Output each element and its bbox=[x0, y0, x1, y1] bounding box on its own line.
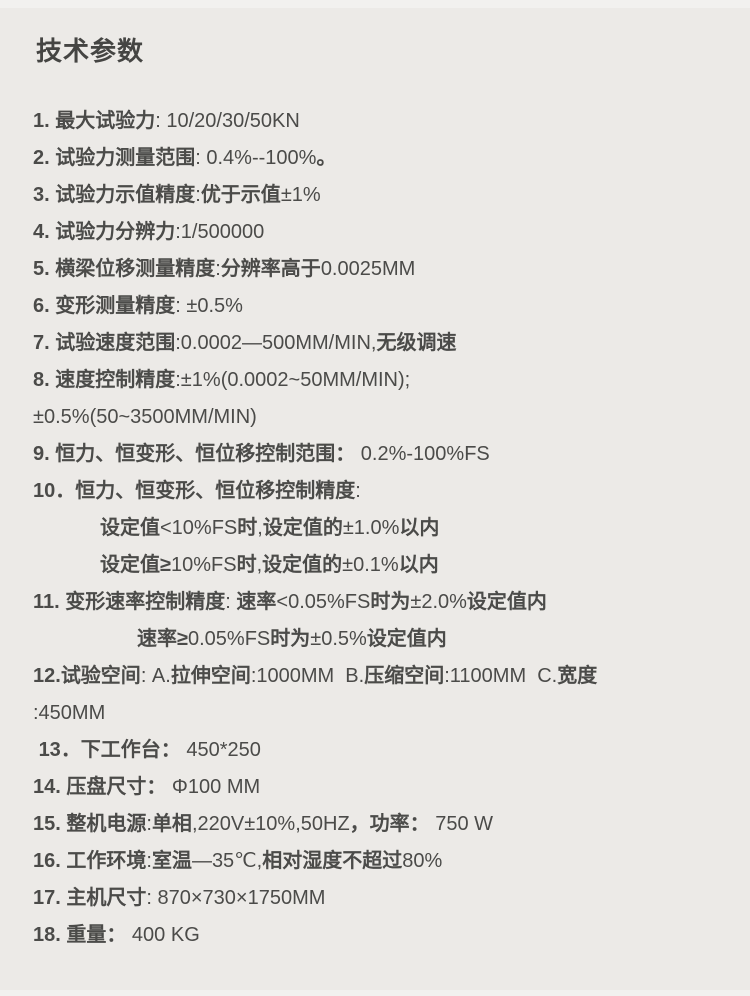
page-title: 技术参数 bbox=[36, 36, 145, 66]
spec-line: 10．恒力、恒变形、恒位移控制精度: bbox=[33, 480, 361, 502]
spec-line: 12.试验空间: A.拉伸空间:1000MM B.压缩空间:1100MM C.宽… bbox=[33, 665, 598, 687]
spec-line: 2. 试验力测量范围: 0.4%--100%。 bbox=[33, 147, 337, 169]
spec-line: 1. 最大试验力: 10/20/30/50KN bbox=[33, 110, 300, 132]
spec-line: 速率≥0.05%FS时为±0.5%设定值内 bbox=[137, 628, 447, 650]
spec-list: 1. 最大试验力: 10/20/30/50KN 2. 试验力测量范围: 0.4%-… bbox=[33, 103, 732, 954]
spec-line: 18. 重量： 400 KG bbox=[33, 924, 200, 946]
spec-line: 设定值<10%FS时,设定值的±1.0%以内 bbox=[100, 517, 440, 539]
spec-line: ±0.5%(50~3500MM/MIN) bbox=[33, 406, 257, 428]
spec-line: 17. 主机尺寸: 870×730×1750MM bbox=[33, 887, 326, 909]
spec-line: 7. 试验速度范围:0.0002—500MM/MIN,无级调速 bbox=[33, 332, 457, 354]
spec-line: 13．下工作台： 450*250 bbox=[33, 739, 261, 761]
spec-line: 4. 试验力分辨力:1/500000 bbox=[33, 221, 265, 243]
spec-line: 5. 横梁位移测量精度:分辨率高于0.0025MM bbox=[33, 258, 416, 280]
spec-line: 16. 工作环境:室温—35℃,相对湿度不超过80% bbox=[33, 850, 443, 872]
spec-line: 11. 变形速率控制精度: 速率<0.05%FS时为±2.0%设定值内 bbox=[33, 591, 547, 613]
spec-line: 15. 整机电源:单相,220V±10%,50HZ，功率： 750 W bbox=[33, 813, 494, 835]
spec-line: 6. 变形测量精度: ±0.5% bbox=[33, 295, 243, 317]
spec-line: 3. 试验力示值精度:优于示值±1% bbox=[33, 184, 321, 206]
spec-line: 14. 压盘尺寸： Φ100 MM bbox=[33, 776, 261, 798]
technical-parameters-section: 技术参数 1. 最大试验力: 10/20/30/50KN 2. 试验力测量范围: … bbox=[33, 36, 732, 954]
spec-line: 9. 恒力、恒变形、恒位移控制范围： 0.2%-100%FS bbox=[33, 443, 490, 465]
page-top-edge bbox=[0, 0, 750, 8]
spec-line: 8. 速度控制精度:±1%(0.0002~50MM/MIN); bbox=[33, 369, 411, 391]
page-bottom-edge bbox=[0, 990, 750, 996]
spec-line: :450MM bbox=[33, 702, 106, 724]
spec-line: 设定值≥10%FS时,设定值的±0.1%以内 bbox=[100, 554, 439, 576]
